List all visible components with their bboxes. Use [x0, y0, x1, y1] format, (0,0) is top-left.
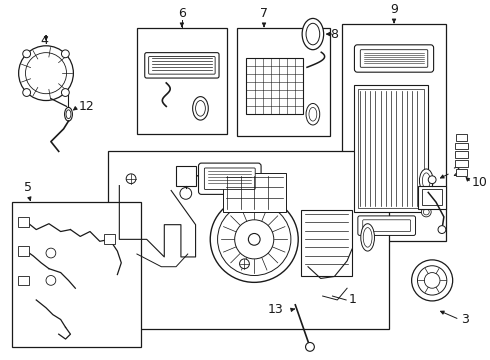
FancyBboxPatch shape — [145, 53, 219, 78]
Ellipse shape — [210, 196, 298, 282]
Bar — [342, 24, 446, 241]
FancyBboxPatch shape — [363, 220, 411, 231]
Bar — [456, 134, 467, 141]
Ellipse shape — [424, 273, 440, 288]
Ellipse shape — [422, 173, 430, 189]
Ellipse shape — [240, 259, 249, 269]
Ellipse shape — [306, 103, 320, 125]
Ellipse shape — [19, 46, 74, 100]
Bar — [354, 85, 428, 212]
Ellipse shape — [248, 234, 260, 245]
FancyBboxPatch shape — [360, 50, 428, 67]
Text: 13: 13 — [268, 303, 284, 316]
FancyBboxPatch shape — [204, 168, 255, 189]
Ellipse shape — [23, 89, 30, 96]
Ellipse shape — [423, 209, 429, 215]
Bar — [301, 210, 352, 276]
Text: 5: 5 — [24, 181, 31, 194]
Bar — [223, 173, 286, 212]
Ellipse shape — [61, 50, 69, 58]
Ellipse shape — [61, 89, 69, 96]
Bar — [455, 160, 467, 167]
Bar — [104, 234, 116, 244]
Bar — [108, 151, 389, 329]
Bar — [422, 189, 442, 205]
Bar — [137, 28, 227, 134]
Text: 10: 10 — [471, 176, 487, 189]
Text: 1: 1 — [349, 293, 357, 306]
Bar — [456, 169, 467, 176]
FancyBboxPatch shape — [354, 45, 434, 72]
Ellipse shape — [438, 226, 446, 234]
Ellipse shape — [180, 188, 192, 199]
Ellipse shape — [421, 207, 431, 217]
Text: 12: 12 — [78, 100, 94, 113]
Ellipse shape — [235, 220, 274, 259]
Bar — [418, 186, 446, 209]
Bar — [176, 166, 196, 186]
Bar — [18, 217, 29, 227]
Ellipse shape — [65, 107, 73, 121]
Ellipse shape — [363, 228, 372, 247]
Bar — [246, 58, 303, 114]
Ellipse shape — [428, 176, 436, 184]
Ellipse shape — [46, 275, 56, 285]
Text: 8: 8 — [330, 28, 339, 41]
FancyBboxPatch shape — [358, 216, 416, 235]
Ellipse shape — [361, 224, 374, 251]
Bar — [455, 143, 467, 149]
Ellipse shape — [66, 110, 71, 118]
Text: 2: 2 — [452, 166, 460, 179]
FancyBboxPatch shape — [198, 163, 261, 194]
Ellipse shape — [309, 107, 317, 121]
Text: 11: 11 — [213, 169, 229, 182]
Ellipse shape — [218, 203, 291, 275]
Text: 7: 7 — [260, 7, 268, 21]
Bar — [18, 275, 29, 285]
Ellipse shape — [417, 266, 447, 295]
Text: 6: 6 — [178, 7, 186, 21]
Ellipse shape — [23, 50, 30, 58]
Bar — [358, 89, 424, 208]
Bar — [12, 202, 141, 347]
Ellipse shape — [419, 169, 433, 193]
Ellipse shape — [25, 53, 67, 94]
Text: 9: 9 — [390, 4, 398, 17]
Ellipse shape — [412, 260, 453, 301]
Bar — [18, 246, 29, 256]
Ellipse shape — [46, 248, 56, 258]
Ellipse shape — [193, 96, 208, 120]
Text: 3: 3 — [462, 313, 469, 326]
Ellipse shape — [302, 18, 323, 50]
Bar — [455, 151, 468, 158]
Ellipse shape — [196, 100, 205, 116]
Ellipse shape — [126, 174, 136, 184]
Bar — [237, 28, 330, 136]
Ellipse shape — [306, 23, 320, 45]
FancyBboxPatch shape — [148, 57, 215, 74]
Text: 4: 4 — [40, 34, 48, 47]
Ellipse shape — [306, 342, 315, 351]
